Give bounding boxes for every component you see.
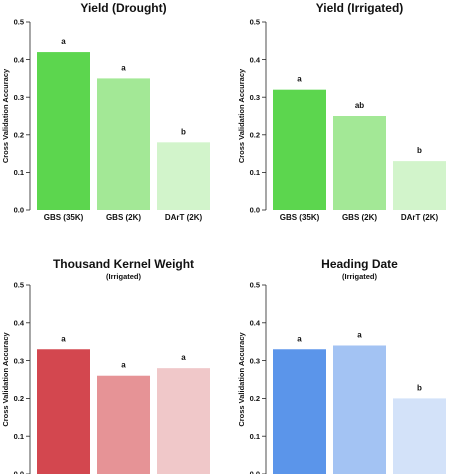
- bar-3: [157, 142, 210, 210]
- significance-label: b: [417, 383, 422, 392]
- y-axis-label: Cross Validation Accuracy: [1, 68, 10, 163]
- y-tick-label: 0.3: [250, 356, 260, 365]
- category-label: DArT (2K): [401, 213, 439, 222]
- significance-label: a: [121, 63, 126, 72]
- y-tick-label: 0.1: [250, 168, 260, 177]
- significance-label: b: [181, 127, 186, 136]
- significance-label: a: [357, 330, 362, 339]
- y-tick-label: 0.5: [14, 281, 24, 290]
- bar-3: [393, 398, 446, 474]
- category-label: GBS (35K): [44, 213, 84, 222]
- chart-subtitle: (Irrigated): [342, 272, 378, 281]
- significance-label: b: [417, 146, 422, 155]
- y-tick-label: 0.4: [14, 319, 25, 328]
- category-label: DArT (2K): [165, 213, 203, 222]
- y-tick-label: 0.1: [14, 432, 24, 441]
- y-axis-label: Cross Validation Accuracy: [1, 331, 10, 426]
- chart-panel-1: Yield (Drought) Cross Validation Accuracy…: [1, 1, 210, 222]
- y-tick-label: 0.3: [14, 93, 24, 102]
- bar-2: [333, 345, 386, 474]
- y-tick-label: 0.0: [14, 206, 24, 215]
- y-tick-label: 0.0: [250, 470, 260, 474]
- chart-panel-2: Yield (Irrigated) Cross Validation Accura…: [237, 1, 446, 222]
- y-tick-label: 0.3: [250, 93, 260, 102]
- significance-label: a: [181, 353, 186, 362]
- chart-subtitle: (Irrigated): [106, 272, 142, 281]
- chart-panel-3: Thousand Kernel Weight(Irrigated) Cross V…: [1, 257, 210, 474]
- chart-title: Yield (Drought): [80, 1, 166, 15]
- bar-1: [37, 52, 90, 210]
- y-tick-label: 0.2: [250, 394, 260, 403]
- bar-1: [273, 89, 326, 210]
- y-tick-label: 0.3: [14, 356, 24, 365]
- y-tick-label: 0.1: [250, 432, 260, 441]
- y-tick-label: 0.4: [250, 319, 261, 328]
- y-tick-label: 0.2: [14, 131, 24, 140]
- bar-2: [333, 116, 386, 210]
- chart-title: Thousand Kernel Weight: [53, 257, 194, 271]
- bar-2: [97, 78, 150, 211]
- y-tick-label: 0.4: [14, 55, 25, 64]
- chart-title: Heading Date: [321, 257, 398, 271]
- bar-1: [37, 349, 90, 474]
- y-tick-label: 0.0: [250, 206, 260, 215]
- bar-3: [393, 161, 446, 210]
- bar-3: [157, 368, 210, 474]
- bar-1: [273, 349, 326, 474]
- significance-label: a: [61, 334, 66, 343]
- significance-label: a: [61, 37, 66, 46]
- bar-2: [97, 375, 150, 474]
- y-axis-label: Cross Validation Accuracy: [237, 68, 246, 163]
- category-label: GBS (2K): [106, 213, 141, 222]
- significance-label: ab: [355, 101, 364, 110]
- chart-title: Yield (Irrigated): [316, 1, 404, 15]
- category-label: GBS (35K): [280, 213, 320, 222]
- y-tick-label: 0.4: [250, 55, 261, 64]
- y-tick-label: 0.0: [14, 470, 24, 474]
- y-axis-label: Cross Validation Accuracy: [237, 331, 246, 426]
- significance-label: a: [297, 334, 302, 343]
- significance-label: a: [121, 361, 126, 370]
- chart-panel-4: Heading Date(Irrigated) Cross Validation …: [237, 257, 446, 474]
- category-label: GBS (2K): [342, 213, 377, 222]
- y-tick-label: 0.2: [14, 394, 24, 403]
- significance-label: a: [297, 75, 302, 84]
- y-tick-label: 0.5: [14, 18, 24, 27]
- y-tick-label: 0.2: [250, 131, 260, 140]
- y-tick-label: 0.1: [14, 168, 24, 177]
- y-tick-label: 0.5: [250, 281, 260, 290]
- y-tick-label: 0.5: [250, 18, 260, 27]
